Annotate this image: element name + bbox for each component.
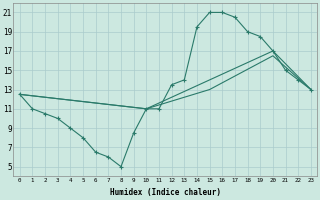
X-axis label: Humidex (Indice chaleur): Humidex (Indice chaleur)	[110, 188, 221, 197]
